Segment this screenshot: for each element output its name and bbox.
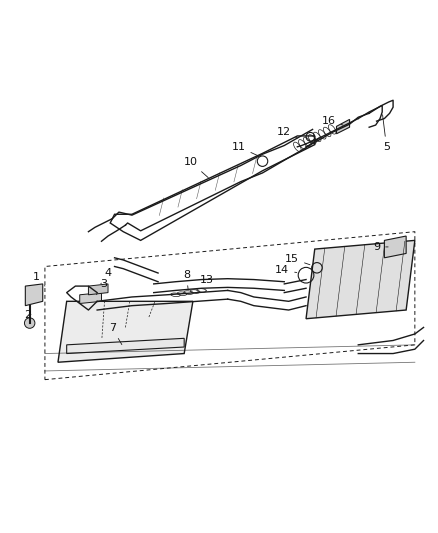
Text: 5: 5 — [382, 115, 390, 152]
Polygon shape — [306, 240, 415, 319]
Text: 14: 14 — [275, 265, 297, 275]
Text: 12: 12 — [276, 126, 297, 138]
Polygon shape — [385, 236, 406, 258]
Polygon shape — [80, 293, 102, 303]
Text: 13: 13 — [200, 274, 214, 290]
Text: 2: 2 — [24, 310, 31, 320]
Text: 11: 11 — [232, 142, 258, 156]
Text: 9: 9 — [373, 242, 388, 252]
Polygon shape — [58, 301, 193, 362]
Text: 8: 8 — [183, 270, 190, 290]
Text: 1: 1 — [33, 272, 45, 286]
Text: 10: 10 — [184, 157, 208, 177]
Polygon shape — [336, 119, 350, 134]
Text: 7: 7 — [109, 324, 122, 345]
Text: 15: 15 — [285, 254, 310, 265]
Text: 3: 3 — [96, 279, 107, 295]
Polygon shape — [25, 284, 43, 305]
Polygon shape — [67, 338, 184, 353]
Text: 4: 4 — [101, 268, 112, 284]
Polygon shape — [88, 284, 108, 295]
Text: 16: 16 — [321, 116, 343, 126]
Circle shape — [25, 318, 35, 328]
